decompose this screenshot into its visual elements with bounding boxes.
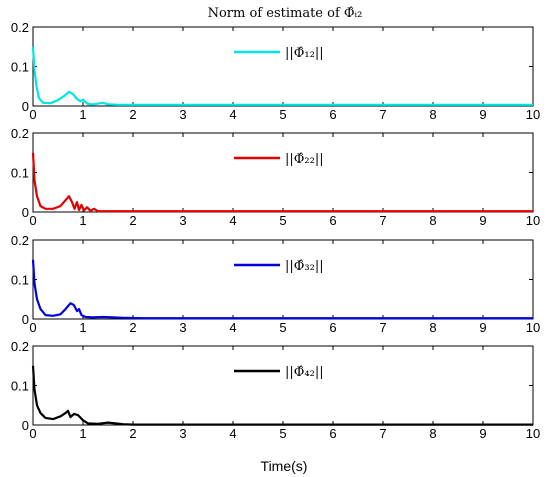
x-tick-label: 5 xyxy=(279,107,286,122)
x-tick-label: 8 xyxy=(429,320,436,335)
y-tick-label: 0 xyxy=(22,312,29,327)
x-tick-label: 10 xyxy=(526,107,540,122)
y-tick-label: 0.2 xyxy=(11,233,29,248)
x-tick-label: 2 xyxy=(129,213,136,228)
legend-label: ||Φ̂₁₂|| xyxy=(285,46,324,61)
x-tick-label: 8 xyxy=(429,107,436,122)
y-tick-label: 0.1 xyxy=(11,166,29,181)
legend-label: ||Φ̂₄₂|| xyxy=(285,365,324,380)
x-axis-label: Time(s) xyxy=(261,458,308,474)
x-tick-label: 6 xyxy=(329,107,336,122)
x-tick-label: 6 xyxy=(329,426,336,441)
x-tick-label: 10 xyxy=(526,213,540,228)
x-tick-label: 9 xyxy=(479,213,486,228)
x-tick-label: 7 xyxy=(379,213,386,228)
x-tick-label: 3 xyxy=(179,213,186,228)
panel-1: 0 1 2 3 4 5 6 7 8 9 10 0 0.1 0.2 ||Φ̂₁₂|| xyxy=(11,20,540,122)
y-tick-label: 0.1 xyxy=(11,60,29,75)
x-tick-label: 9 xyxy=(479,426,486,441)
x-tick-label: 5 xyxy=(279,213,286,228)
y-tick-label: 0 xyxy=(22,418,29,433)
y-tick-label: 0.2 xyxy=(11,126,29,141)
y-tick-label: 0.1 xyxy=(11,273,29,288)
x-tick-label: 7 xyxy=(379,320,386,335)
x-tick-label: 6 xyxy=(329,213,336,228)
y-tick-label: 0.1 xyxy=(11,379,29,394)
series-line xyxy=(31,46,533,106)
x-tick-label: 4 xyxy=(229,213,236,228)
x-tick-label: 9 xyxy=(479,107,486,122)
axes-box xyxy=(32,132,534,213)
x-tick-label: 0 xyxy=(29,320,36,335)
x-tick-label: 10 xyxy=(526,426,540,441)
y-tick-label: 0.2 xyxy=(11,20,29,35)
series-line xyxy=(31,365,533,426)
x-tick-label: 1 xyxy=(79,426,86,441)
x-tick-label: 2 xyxy=(129,320,136,335)
x-tick-label: 2 xyxy=(129,426,136,441)
x-tick-label: 9 xyxy=(479,320,486,335)
x-tick-label: 8 xyxy=(429,426,436,441)
x-tick-label: 8 xyxy=(429,213,436,228)
y-tick-label: 0 xyxy=(22,99,29,114)
x-tick-label: 10 xyxy=(526,320,540,335)
x-tick-label: 1 xyxy=(79,213,86,228)
x-tick-label: 3 xyxy=(179,320,186,335)
x-tick-label: 0 xyxy=(29,426,36,441)
x-tick-label: 5 xyxy=(279,320,286,335)
panel-3: 0 1 2 3 4 5 6 7 8 9 10 0 0.1 0.2 ||Φ̂₃₂|| xyxy=(11,233,540,335)
x-tick-label: 0 xyxy=(29,213,36,228)
series-line xyxy=(31,259,533,320)
legend-label: ||Φ̂₂₂|| xyxy=(285,152,324,167)
panel-4: 0 1 2 3 4 5 6 7 8 9 10 0 0.1 0.2 ||Φ̂₄₂|| xyxy=(11,339,540,441)
x-tick-label: 7 xyxy=(379,107,386,122)
x-tick-label: 5 xyxy=(279,426,286,441)
x-tick-label: 4 xyxy=(229,320,236,335)
x-tick-label: 6 xyxy=(329,320,336,335)
panel-2: 0 1 2 3 4 5 6 7 8 9 10 0 0.1 0.2 ||Φ̂₂₂|| xyxy=(11,126,540,228)
x-tick-label: 1 xyxy=(79,107,86,122)
legend-label: ||Φ̂₃₂|| xyxy=(285,259,324,274)
x-tick-label: 7 xyxy=(379,426,386,441)
x-tick-label: 4 xyxy=(229,426,236,441)
series-line xyxy=(31,152,533,213)
x-tick-label: 3 xyxy=(179,107,186,122)
axes-box xyxy=(32,345,534,426)
figure-title: Norm of estimate of Φ̂ᵢ₂ xyxy=(208,6,363,21)
x-tick-label: 1 xyxy=(79,320,86,335)
y-tick-label: 0.2 xyxy=(11,339,29,354)
y-tick-label: 0 xyxy=(22,205,29,220)
x-tick-label: 3 xyxy=(179,426,186,441)
axes-box xyxy=(32,26,534,107)
x-tick-label: 0 xyxy=(29,107,36,122)
x-tick-label: 4 xyxy=(229,107,236,122)
axes-box xyxy=(32,239,534,320)
x-tick-label: 2 xyxy=(129,107,136,122)
